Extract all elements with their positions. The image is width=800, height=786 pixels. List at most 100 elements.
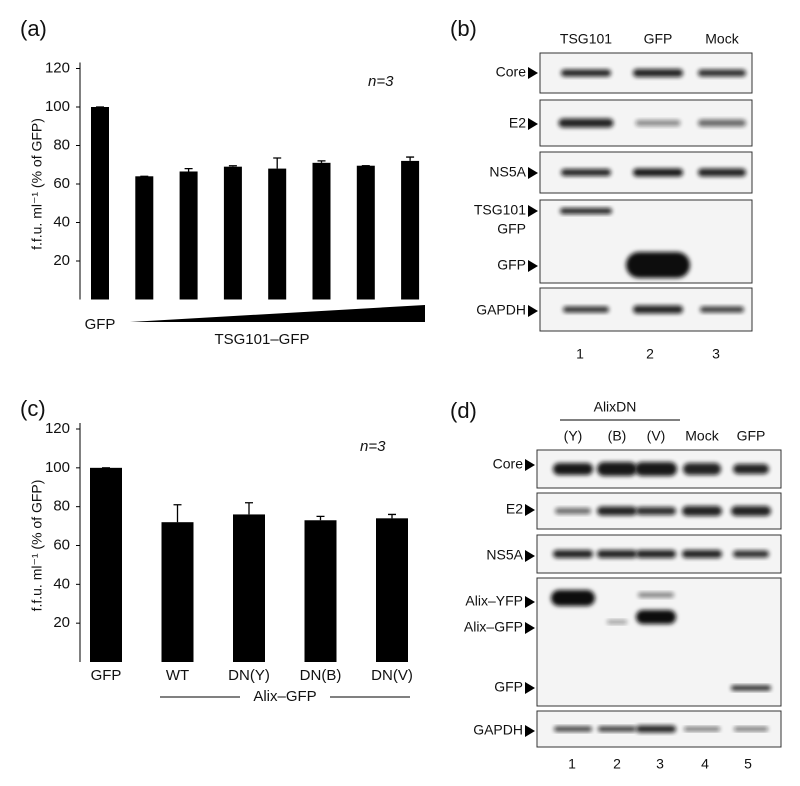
lane-group-label: AlixDN [594, 399, 637, 415]
marker-arrow [525, 622, 535, 634]
marker-label: TSG101 [474, 202, 526, 218]
band [636, 725, 676, 733]
y-tick-label: 40 [53, 213, 70, 230]
bar [312, 162, 331, 300]
lane-number: 3 [712, 346, 720, 362]
bar [223, 166, 242, 300]
panel-label: (a) [20, 16, 47, 41]
band [626, 252, 690, 278]
error-bar [245, 502, 253, 515]
panel-label: (d) [450, 398, 477, 423]
band [698, 69, 746, 77]
band [560, 208, 612, 214]
band [734, 727, 768, 731]
x-tick-label: GFP [91, 667, 122, 684]
error-bar [388, 513, 396, 519]
y-tick-label: 80 [53, 498, 70, 515]
annotation: n=3 [368, 73, 394, 90]
marker-arrow [525, 725, 535, 737]
band [636, 550, 676, 558]
marker-arrow [528, 167, 538, 179]
band [682, 550, 722, 558]
lane-label: (V) [647, 428, 666, 444]
bar [135, 176, 154, 300]
band [731, 506, 771, 516]
error-bar [273, 157, 282, 169]
y-tick-label: 60 [53, 175, 70, 192]
error-bar [184, 167, 193, 172]
band [684, 727, 720, 731]
y-axis-label: f.f.u. ml⁻¹ (% of GFP) [29, 118, 45, 250]
error-bar [228, 165, 237, 167]
marker-label: GFP [497, 221, 526, 237]
lane-label: TSG101 [560, 31, 612, 47]
band [597, 506, 637, 516]
marker-label: E2 [506, 501, 523, 517]
x-tick-label: WT [166, 667, 189, 684]
marker-label: Core [493, 456, 524, 472]
marker-arrow [528, 205, 538, 217]
x-tick-label: DN(Y) [228, 667, 270, 684]
band [558, 118, 614, 128]
band [607, 620, 627, 624]
lane-label: (Y) [564, 428, 583, 444]
band [635, 120, 681, 126]
band [561, 69, 611, 77]
marker-label: GFP [494, 679, 523, 695]
marker-label: NS5A [489, 164, 526, 180]
error-bar [317, 160, 326, 163]
dose-wedge [130, 305, 425, 322]
x-tick-label: GFP [85, 316, 116, 333]
lane-number: 1 [576, 346, 584, 362]
band [638, 592, 674, 598]
bar [401, 160, 420, 300]
marker-label: GAPDH [476, 302, 526, 318]
marker-label: GAPDH [473, 722, 523, 738]
marker-label: GFP [497, 257, 526, 273]
lane-label: Mock [685, 428, 719, 444]
bar [356, 165, 375, 300]
bar [233, 514, 265, 662]
band [633, 69, 683, 77]
y-tick-label: 40 [53, 575, 70, 592]
panel-label: (c) [20, 396, 46, 421]
band [733, 464, 769, 474]
marker-arrow [528, 305, 538, 317]
y-tick-label: 60 [53, 536, 70, 553]
band [636, 507, 676, 515]
x-tick-label: DN(V) [371, 667, 413, 684]
annotation: n=3 [360, 438, 386, 455]
group-label: Alix–GFP [253, 688, 316, 705]
y-tick-label: 100 [45, 459, 70, 476]
x-tick-label: DN(B) [300, 667, 342, 684]
error-bar [316, 515, 325, 521]
bar [90, 467, 122, 662]
band [555, 508, 591, 514]
band [551, 590, 595, 606]
panel-label: (b) [450, 16, 477, 41]
marker-arrow [528, 118, 538, 130]
marker-arrow [525, 682, 535, 694]
y-tick-label: 20 [53, 252, 70, 269]
band [698, 168, 746, 177]
band [636, 610, 676, 624]
bar [161, 522, 194, 662]
marker-arrow [525, 459, 535, 471]
lane-number: 3 [656, 756, 664, 772]
lane-label: Mock [705, 31, 739, 47]
y-tick-label: 80 [53, 136, 70, 153]
band [561, 169, 611, 176]
marker-arrow [525, 550, 535, 562]
band [633, 305, 683, 314]
band [700, 306, 744, 313]
lane-label: GFP [737, 428, 766, 444]
bar [268, 168, 287, 300]
y-tick-label: 20 [53, 614, 70, 631]
marker-label: Alix–YFP [465, 593, 523, 609]
marker-label: Core [496, 64, 527, 80]
error-bar [173, 504, 182, 523]
band [633, 168, 683, 177]
band [597, 550, 637, 558]
y-tick-label: 120 [45, 420, 70, 437]
